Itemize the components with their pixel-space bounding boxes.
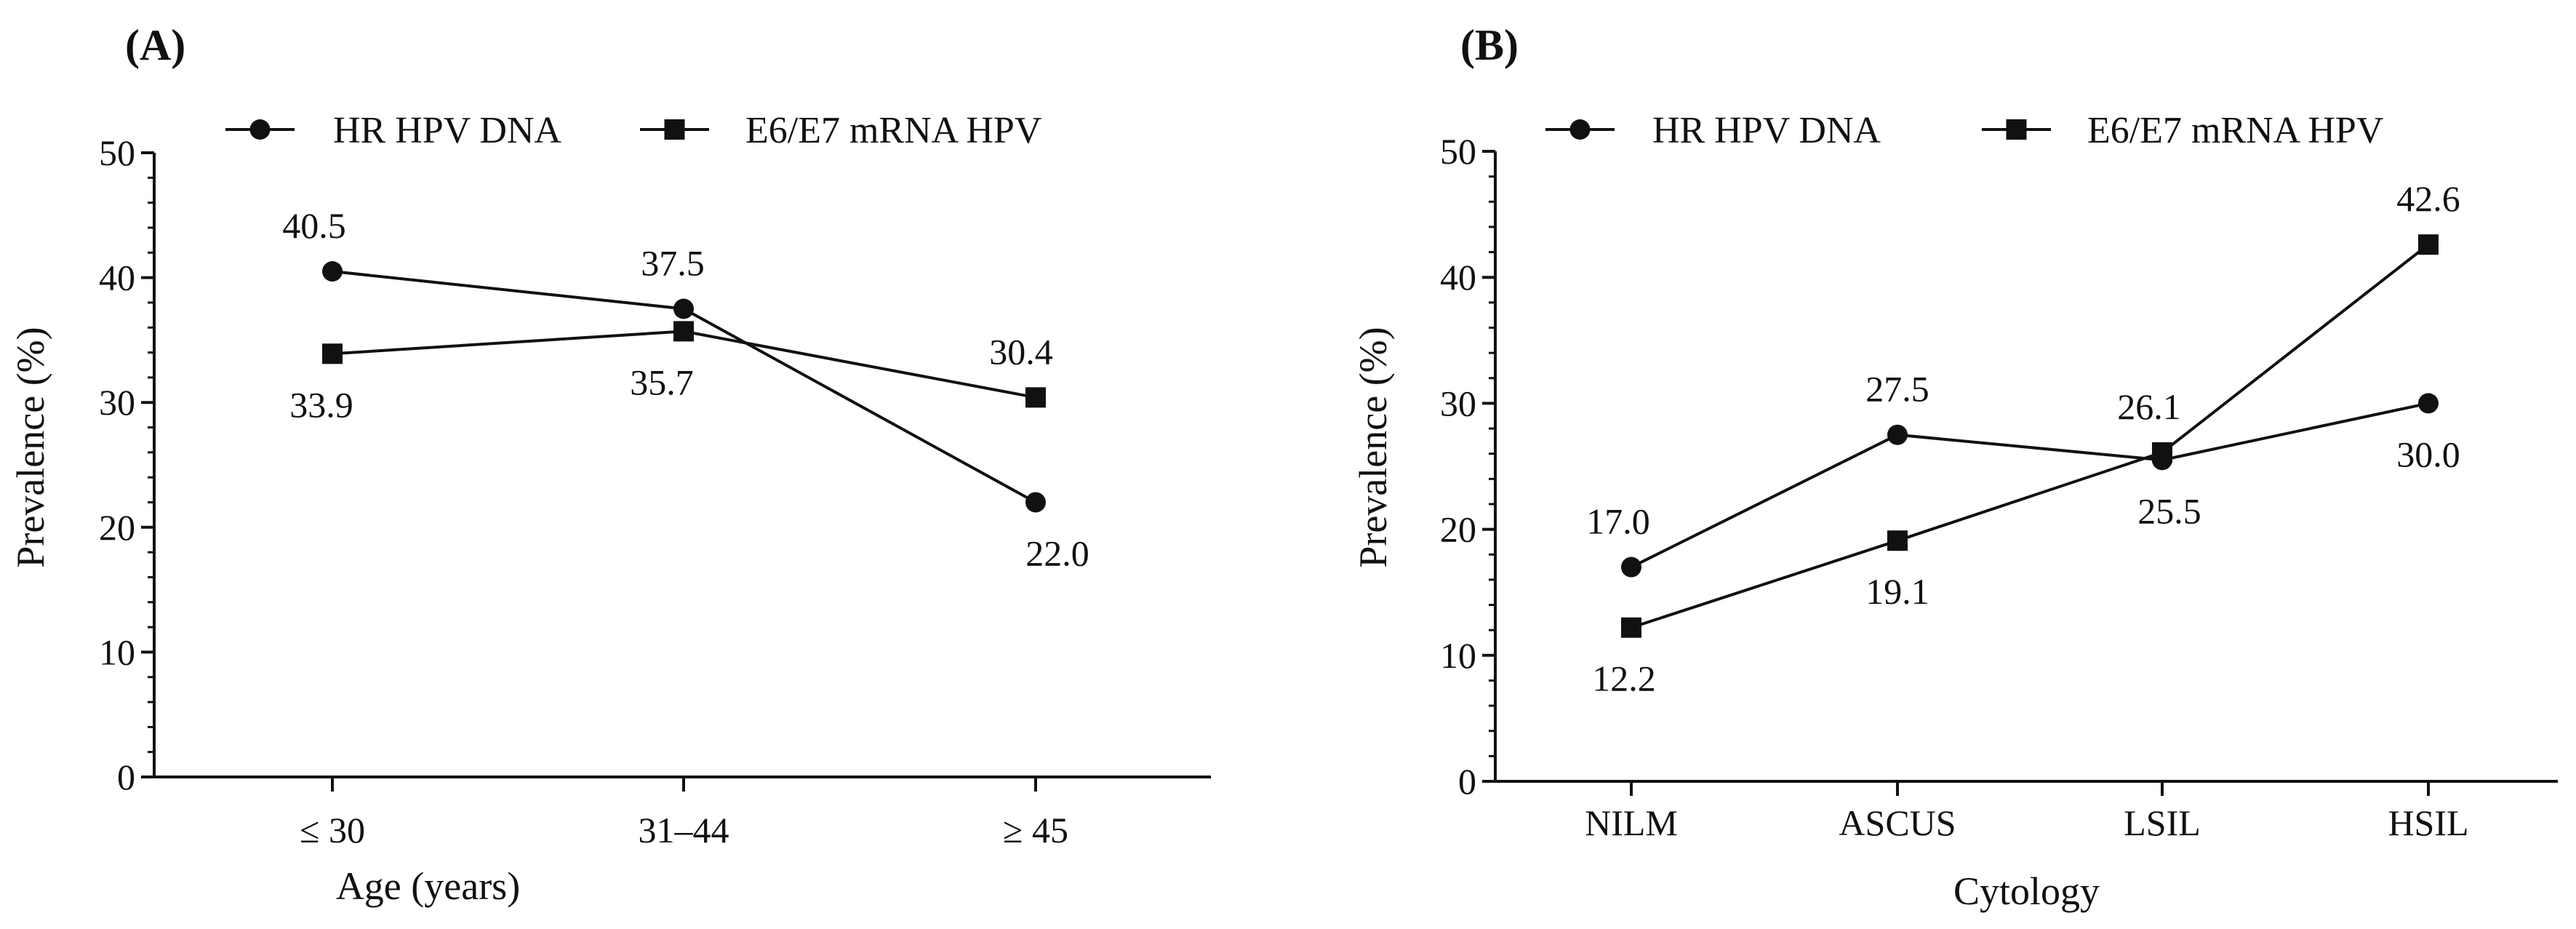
y-axis-title: Prevalence (%) [9, 327, 52, 567]
data-label: 12.2 [1592, 658, 1656, 699]
data-point-square [322, 343, 343, 364]
data-label: 26.1 [2117, 386, 2181, 427]
data-point-circle [2418, 393, 2439, 414]
y-tick-label: 10 [1440, 635, 1476, 676]
y-tick-label: 20 [99, 507, 135, 548]
legend: HR HPV DNA E6/E7 mRNA HPV [1545, 110, 2383, 151]
legend-marker-square [2006, 119, 2027, 140]
y-tick-label: 40 [99, 258, 135, 298]
series-line-e6e7-mrna [1631, 243, 2430, 629]
legend-label-hr-hpv-dna: HR HPV DNA [333, 110, 561, 151]
x-axis-title: Age (years) [336, 864, 520, 908]
x-tick-label: HSIL [2388, 802, 2468, 843]
legend-marker-square [664, 119, 685, 140]
data-label: 27.5 [1865, 369, 1929, 410]
y-tick-label: 0 [117, 757, 135, 797]
y-axis-title: Prevalence (%) [1351, 327, 1395, 567]
data-point-circle [1887, 424, 1908, 445]
x-tick-label: ≥ 45 [1003, 810, 1068, 850]
legend: HR HPV DNA E6/E7 mRNA HPV [225, 110, 1041, 151]
data-label: 40.5 [282, 205, 346, 246]
series-line-hr-hpv-dna [1631, 402, 2429, 569]
chart-panel-a: (A) 0 10 20 30 40 50 ≤ 30 31–44 ≥ 45 Age (years) Pr… [9, 21, 1211, 908]
legend-label-hr-hpv-dna: HR HPV DNA [1652, 110, 1881, 151]
data-point-square [1621, 617, 1641, 638]
x-axis-title: Cytology [1953, 869, 2100, 913]
legend-label-e6e7-mrna: E6/E7 mRNA HPV [2087, 110, 2383, 151]
data-point-square [673, 321, 694, 342]
y-tick-label: 30 [99, 382, 135, 423]
data-point-square [2152, 442, 2172, 463]
y-tick-label: 20 [1440, 509, 1476, 550]
data-point-circle [673, 298, 694, 319]
data-point-square [1887, 530, 1908, 551]
data-label: 22.0 [1025, 533, 1089, 573]
x-tick-label: ASCUS [1839, 802, 1956, 843]
y-tick-label: 10 [99, 631, 135, 672]
y-tick-label: 50 [99, 132, 135, 173]
data-label: 19.1 [1865, 571, 1929, 612]
chart-panel-b: (B) 0 10 20 30 40 50 NILM ASCUS LSIL HSIL Cytology P… [1351, 21, 2558, 913]
legend-label-e6e7-mrna: E6/E7 mRNA HPV [745, 110, 1041, 151]
data-point-square [1025, 387, 1046, 408]
data-point-circle [1025, 492, 1046, 513]
data-point-circle [322, 261, 343, 282]
y-tick-label: 0 [1458, 761, 1476, 802]
data-label: 30.4 [989, 331, 1053, 372]
x-tick-label: 31–44 [639, 810, 729, 850]
data-label: 17.0 [1586, 501, 1650, 542]
data-label: 42.6 [2396, 178, 2460, 219]
panel-label: (A) [125, 21, 185, 69]
data-point-circle [1621, 557, 1641, 578]
legend-marker-circle [249, 119, 271, 140]
data-point-square [2418, 234, 2439, 255]
y-tick-label: 50 [1440, 131, 1476, 172]
x-tick-label: LSIL [2124, 802, 2201, 843]
data-label: 37.5 [641, 243, 705, 284]
panel-label: (B) [1460, 21, 1519, 69]
data-label: 30.0 [2396, 434, 2460, 474]
legend-marker-circle [1569, 119, 1591, 140]
y-tick-label: 40 [1440, 257, 1476, 298]
x-tick-label: ≤ 30 [300, 810, 365, 850]
data-label: 25.5 [2137, 490, 2201, 531]
x-tick-label: NILM [1585, 802, 1678, 843]
data-label: 35.7 [630, 362, 694, 402]
data-label: 33.9 [289, 384, 353, 425]
y-tick-label: 30 [1440, 383, 1476, 423]
